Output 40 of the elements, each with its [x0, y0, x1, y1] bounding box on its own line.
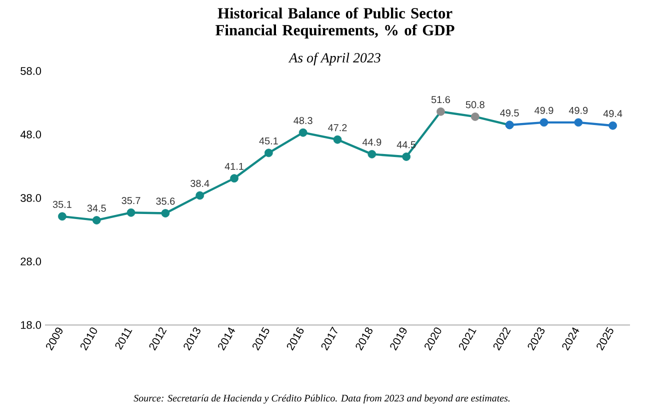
point — [92, 216, 101, 224]
data-label: 34.5 — [87, 204, 106, 212]
data-label: 49.4 — [603, 110, 622, 118]
point — [540, 118, 548, 127]
y-tick-label: 28.0 — [20, 258, 42, 266]
point — [574, 118, 583, 127]
y-tick-label: 58.0 — [20, 67, 42, 75]
data-label: 45.1 — [259, 137, 278, 144]
chart-title: Historical Balance of Public Sector Financial Requirements, % of GDP — [216, 7, 454, 39]
data-label: 35.6 — [156, 198, 175, 205]
data-label: 49.9 — [568, 106, 588, 114]
data-label: 47.2 — [328, 124, 347, 132]
data-label: 51.6 — [431, 96, 450, 104]
source-note: Source: Secretaría de Hacienda y Crédito Público. Data from 2023 and beyond are estimates. — [134, 394, 510, 404]
data-label: 50.8 — [466, 101, 484, 108]
point — [264, 148, 273, 158]
point — [196, 191, 204, 200]
point — [58, 212, 66, 221]
point — [298, 128, 308, 137]
y-tick-label: 38.0 — [20, 194, 42, 202]
data-label: 41.1 — [224, 162, 244, 170]
point — [126, 208, 136, 217]
data-label: 49.9 — [534, 106, 554, 114]
point — [608, 121, 617, 130]
point — [470, 112, 480, 121]
data-label: 35.7 — [122, 197, 140, 204]
point — [230, 174, 238, 182]
chart-subtitle: As of April 2023 — [288, 52, 380, 66]
y-tick-label: 48.0 — [20, 130, 42, 138]
data-label: 49.5 — [500, 109, 519, 116]
point — [402, 152, 411, 161]
data-label: 48.3 — [294, 117, 312, 124]
point — [368, 150, 376, 158]
data-label: 44.9 — [362, 138, 382, 146]
data-label: 35.1 — [52, 200, 72, 208]
point — [161, 209, 170, 218]
y-tick-label: 18.0 — [20, 321, 42, 329]
point — [436, 107, 445, 116]
data-label: 38.4 — [190, 180, 210, 187]
point — [333, 135, 342, 144]
